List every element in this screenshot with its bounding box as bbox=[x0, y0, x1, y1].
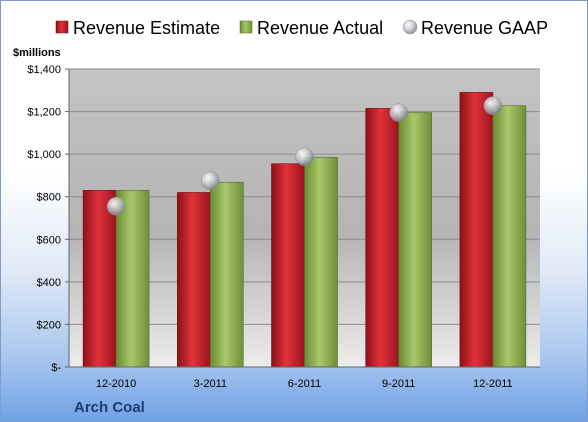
gaap-marker bbox=[201, 171, 220, 190]
y-tick-label: $1,200 bbox=[27, 107, 61, 119]
bar-estimate bbox=[82, 190, 117, 368]
y-tick-label: $600 bbox=[37, 234, 61, 246]
y-axis: $- $200 $400 $600 $800 $1,000 $1,200 $1,400 bbox=[27, 64, 70, 374]
legend-label-estimate: Revenue Estimate bbox=[73, 18, 220, 38]
bar-estimate bbox=[177, 192, 211, 368]
x-tick-label: 6-2011 bbox=[288, 378, 321, 390]
x-tick-label: 9-2011 bbox=[382, 378, 415, 390]
legend-label-actual: Revenue Actual bbox=[257, 18, 383, 38]
company-name: Arch Coal bbox=[74, 399, 145, 416]
bar-actual bbox=[492, 105, 527, 368]
legend-swatch-estimate bbox=[55, 20, 69, 34]
x-axis: 12-2010 3-2011 6-2011 9-2011 12-2011 bbox=[69, 366, 540, 390]
bar-actual bbox=[115, 190, 150, 368]
bar-estimate bbox=[271, 163, 305, 368]
legend-swatch-actual bbox=[239, 20, 253, 34]
bar-estimate bbox=[459, 92, 494, 368]
bar-actual bbox=[304, 157, 338, 368]
gaap-marker bbox=[483, 96, 503, 115]
legend-label-gaap: Revenue GAAP bbox=[421, 18, 548, 38]
gaap-marker bbox=[295, 147, 314, 166]
gaap-markers bbox=[106, 96, 503, 216]
bar-estimate bbox=[365, 108, 400, 368]
legend-swatch-gaap bbox=[402, 19, 418, 35]
x-tick-label: 12-2010 bbox=[96, 378, 136, 390]
x-tick-label: 3-2011 bbox=[194, 378, 227, 390]
y-tick-label: $800 bbox=[37, 192, 61, 204]
bar-actual bbox=[210, 181, 244, 368]
y-tick-label: $200 bbox=[37, 319, 61, 331]
y-tick-label: $400 bbox=[37, 277, 61, 289]
x-tick-label: 12-2011 bbox=[473, 378, 513, 390]
bars bbox=[82, 92, 527, 368]
bar-actual bbox=[398, 112, 433, 368]
y-tick-label: $- bbox=[51, 362, 61, 374]
y-tick-label: $1,000 bbox=[27, 149, 61, 161]
y-axis-unit-label: $millions bbox=[13, 47, 61, 59]
gaap-marker bbox=[106, 197, 126, 216]
gaap-marker bbox=[389, 103, 408, 122]
y-tick-label: $1,400 bbox=[27, 64, 61, 76]
legend: Revenue Estimate Revenue Actual Revenue … bbox=[55, 18, 548, 38]
